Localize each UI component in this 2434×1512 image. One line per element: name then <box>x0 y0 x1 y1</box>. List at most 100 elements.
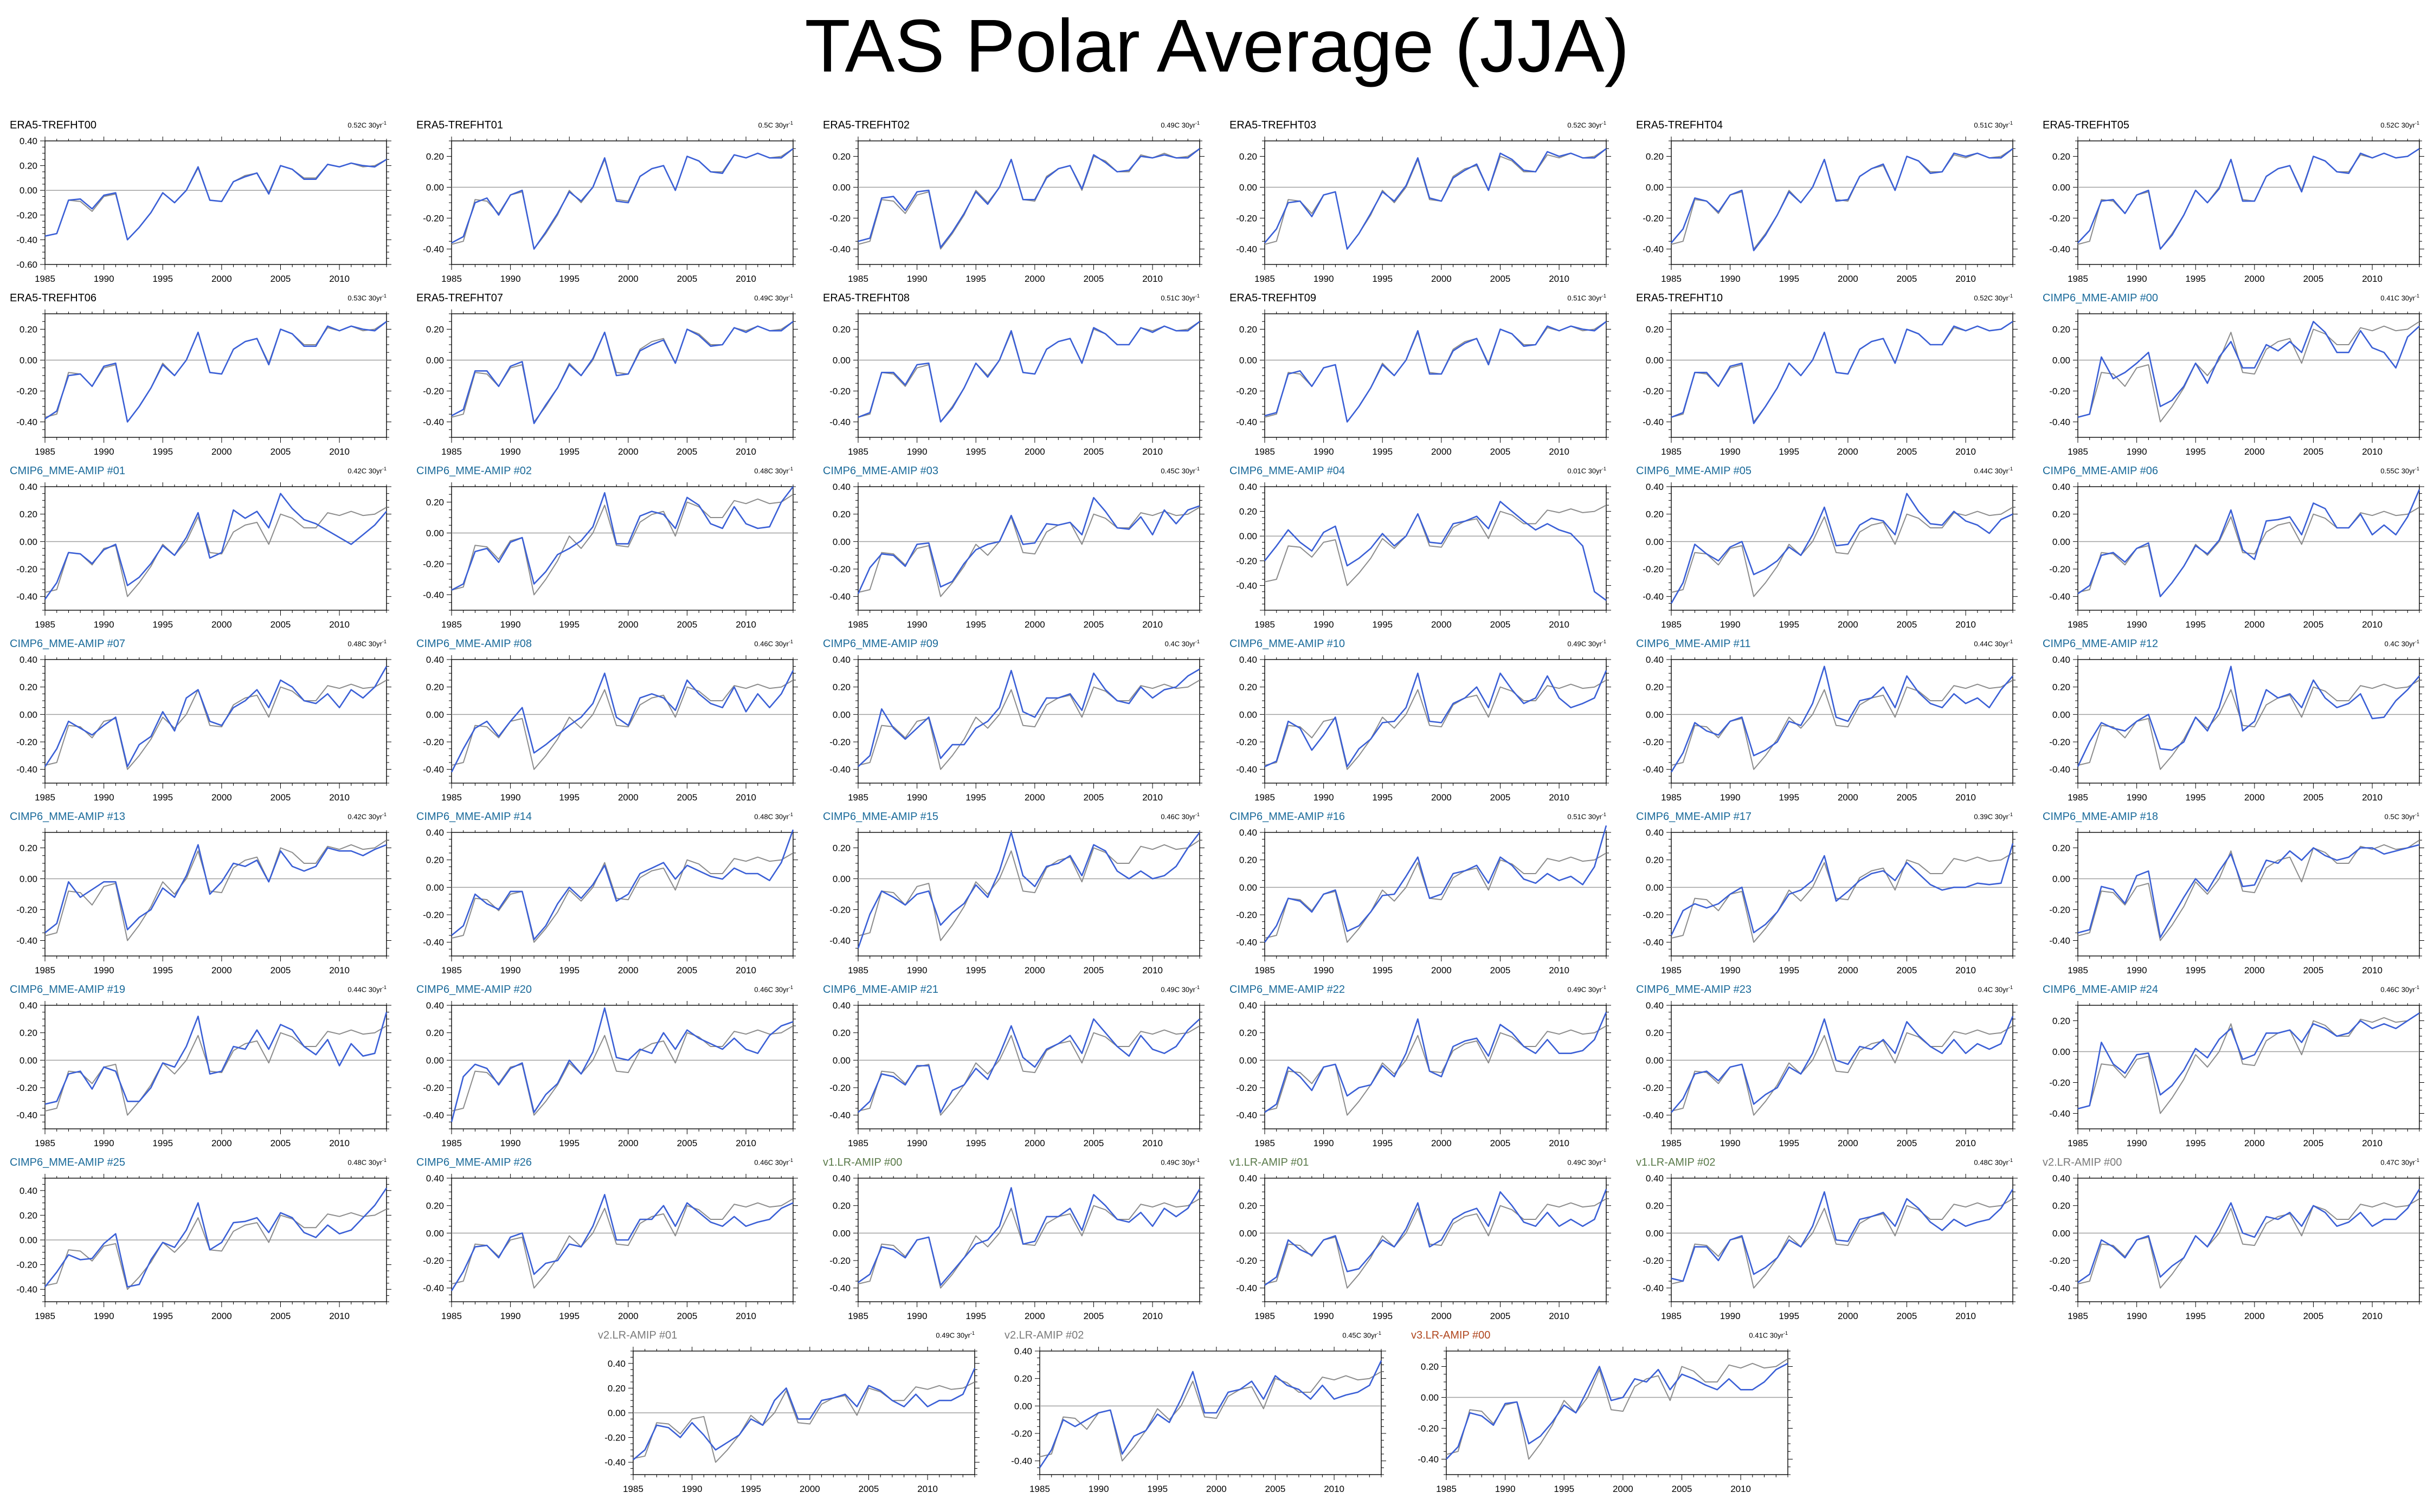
trend-value: 0.48 <box>347 1158 362 1167</box>
y-tick-label: 0.20 <box>1239 325 1257 335</box>
x-tick-label: 1985 <box>848 1138 868 1148</box>
trend-value: 0.39 <box>1974 812 1988 821</box>
chart-panel: CIMP6_MME-AMIP #04 0.01C 30yr-1 1985 1990 19… <box>1229 465 1611 635</box>
x-tick-label: 2000 <box>2244 1311 2265 1321</box>
trend-unit: C 30yr <box>768 812 789 821</box>
panel-trend-label: 0.46C 30yr-1 <box>754 639 793 648</box>
trend-unit: C 30yr <box>1581 639 1602 648</box>
y-tick-label: 0.20 <box>1239 1201 1257 1211</box>
x-tick-label: 2005 <box>677 1138 698 1148</box>
y-tick-label: -0.20 <box>16 1260 37 1270</box>
y-tick-label: -0.40 <box>16 592 37 602</box>
chart-panel: CIMP6_MME-AMIP #22 0.49C 30yr-1 1985 1990 19… <box>1229 984 1611 1153</box>
x-tick-label: 1990 <box>500 1311 521 1321</box>
y-tick-label: 0.20 <box>426 682 444 693</box>
model-series-line <box>2077 844 2420 939</box>
plot-frame <box>858 1178 1200 1302</box>
chart-panel: v2.LR-AMIP #00 0.47C 30yr-1 1985 1990 1995 20… <box>2043 1156 2424 1326</box>
x-tick-label: 2005 <box>271 619 291 630</box>
chart-panel: CIMP6_MME-AMIP #06 0.55C 30yr-1 1985 1990 19… <box>2043 465 2424 635</box>
x-tick-label: 2000 <box>1025 1138 1045 1148</box>
model-series-line <box>1670 843 2014 936</box>
chart-svg: 1985 1990 1995 2000 2005 20100.400.200.00-0.2… <box>2049 482 2424 630</box>
x-tick-label: 1985 <box>2068 274 2088 284</box>
x-tick-label: 2000 <box>211 447 232 457</box>
y-tick-label: 0.20 <box>2052 1201 2070 1211</box>
trend-exponent: -1 <box>2008 466 2013 471</box>
x-tick-label: 1985 <box>2068 1138 2088 1148</box>
chart-svg: 1985 1990 1995 2000 2005 20100.400.200.00-0.2… <box>1643 482 2018 630</box>
obs-series-line <box>2077 1012 2420 1114</box>
x-tick-label: 1990 <box>2127 447 2147 457</box>
panel-title: ERA5-TREFHT03 <box>1229 119 1317 131</box>
y-tick-label: 0.20 <box>20 509 37 520</box>
panel-trend-label: 0.53C 30yr-1 <box>347 293 387 302</box>
plot-frame <box>451 140 794 265</box>
trend-exponent: -1 <box>382 985 387 990</box>
trend-exponent: -1 <box>2008 639 2013 644</box>
trend-exponent: -1 <box>2414 120 2419 126</box>
x-tick-label: 1985 <box>848 965 868 975</box>
x-tick-label: 1985 <box>848 792 868 803</box>
x-tick-label: 2000 <box>618 792 639 803</box>
trend-value: 0.01 <box>1567 467 1581 475</box>
y-tick-label: -0.40 <box>1236 1110 1257 1121</box>
panel-trend-label: 0.46C 30yr-1 <box>1161 812 1200 820</box>
x-tick-label: 2010 <box>1142 792 1163 803</box>
obs-series-line <box>44 1025 387 1116</box>
x-tick-label: 2005 <box>1490 1138 1511 1148</box>
trend-value: 0.52 <box>347 121 362 130</box>
y-tick-label: -0.20 <box>1236 386 1257 397</box>
trend-value: 0.51 <box>1567 294 1581 302</box>
chart-svg: 1985 1990 1995 2000 2005 2010 0.20 0.00 -0.20 -0.… <box>2049 1001 2424 1148</box>
plot-frame <box>451 313 794 438</box>
x-tick-label: 2005 <box>677 1311 698 1321</box>
x-tick-label: 2005 <box>1897 447 1917 457</box>
x-tick-label: 2005 <box>2303 1311 2324 1321</box>
y-tick-label: 0.20 <box>1239 152 1257 162</box>
panel-trend-label: 0.44C 30yr-1 <box>347 985 387 993</box>
x-tick-label: 2000 <box>1025 965 1045 975</box>
plot-frame <box>2077 313 2420 438</box>
x-tick-label: 2010 <box>329 965 350 975</box>
trend-unit: C 30yr <box>361 121 382 130</box>
x-tick-label: 1995 <box>1372 619 1393 630</box>
y-tick-label: -0.40 <box>2049 765 2070 775</box>
y-tick-label: 0.20 <box>1646 1028 1664 1038</box>
panel-title: CIMP6_MME-AMIP #13 <box>10 811 126 823</box>
model-series-line <box>451 321 794 424</box>
x-tick-label: 1985 <box>35 1311 55 1321</box>
chart-panel: CIMP6_MME-AMIP #16 0.51C 30yr-1 1985 1990 19… <box>1229 811 1611 980</box>
x-tick-label: 2005 <box>1490 447 1511 457</box>
y-tick-label: -0.40 <box>829 765 851 775</box>
x-tick-label: 1995 <box>2185 792 2206 803</box>
x-tick-label: 2005 <box>1084 619 1104 630</box>
x-tick-label: 2000 <box>2244 447 2265 457</box>
trend-value: 0.49 <box>1161 121 1175 130</box>
panel-trend-label: 0.52C 30yr-1 <box>1974 293 2013 302</box>
chart-svg: 1985 1990 1995 2000 2005 20100.400.200.00-0.2… <box>604 1347 980 1494</box>
x-tick-label: 2010 <box>1142 619 1163 630</box>
chart-panel: CIMP6_MME-AMIP #25 0.48C 30yr-1 1985 1990 19… <box>10 1156 391 1326</box>
plot-frame <box>1671 1005 2013 1129</box>
obs-series-line <box>1671 680 2013 770</box>
y-tick-label: 0.20 <box>833 152 851 162</box>
chart-panel: CIMP6_MME-AMIP #19 0.44C 30yr-1 1985 1990 19… <box>10 984 391 1153</box>
chart-svg: 1985 1990 1995 2000 2005 2010 0.20 0.00 -0.20 -0.… <box>16 828 391 975</box>
trend-exponent: -1 <box>788 985 793 990</box>
model-series-line <box>2077 148 2420 250</box>
trend-exponent: -1 <box>1601 1158 1606 1163</box>
chart-panel: CIMP6_MME-AMIP #09 0.4C 30yr-1 1985 1990 199… <box>823 638 1205 807</box>
chart-panel: CIMP6_MME-AMIP #17 0.39C 30yr-1 1985 1990 19… <box>1636 811 2018 980</box>
y-tick-label: 0.00 <box>833 1055 851 1065</box>
model-series-line <box>2077 320 2420 418</box>
trend-exponent: -1 <box>382 639 387 644</box>
y-tick-label: -0.20 <box>2049 905 2070 915</box>
x-tick-label: 2005 <box>1084 274 1104 284</box>
panel-title: CIMP6_MME-AMIP #14 <box>416 811 532 823</box>
chart-panel: CIMP6_MME-AMIP #18 0.5C 30yr-1 1985 1990 199… <box>2043 811 2424 980</box>
model-series-line <box>44 1012 388 1105</box>
y-tick-label: -0.20 <box>829 737 851 747</box>
panel-title: ERA5-TREFHT05 <box>2043 119 2130 131</box>
panel-trend-label: 0.49C 30yr-1 <box>1567 1158 1606 1166</box>
